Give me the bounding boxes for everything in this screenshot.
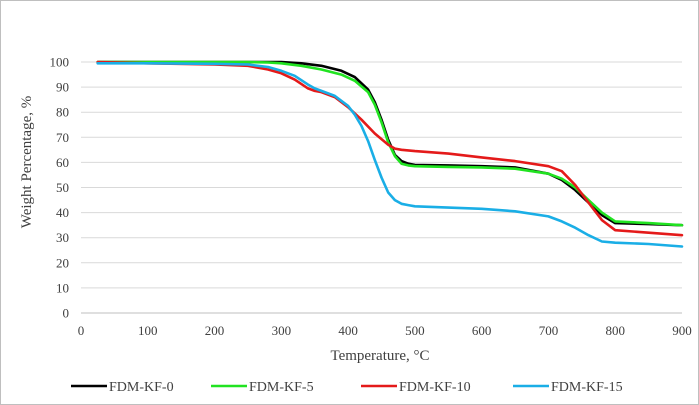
- gridlines: [81, 61, 682, 289]
- series-line-fdm-kf-10: [96, 60, 684, 237]
- x-tick-label: 700: [539, 323, 559, 338]
- x-axis-title: Temperature, °C: [330, 348, 429, 364]
- y-tick-label: 70: [56, 130, 69, 145]
- x-tick-label: 100: [138, 323, 158, 338]
- legend-label: FDM-KF-15: [551, 380, 623, 395]
- x-tick-label: 500: [405, 323, 425, 338]
- y-tick-label: 100: [50, 55, 70, 70]
- y-tick-label: 80: [56, 105, 69, 120]
- series-line-fdm-kf-15: [96, 62, 684, 248]
- tick-labels: 0 10 20 30 40 50 60 70 80 90 100 0 100 200 300 400 500 60…: [50, 55, 692, 339]
- x-tick-label: 400: [338, 323, 358, 338]
- y-tick-label: 0: [63, 306, 70, 321]
- x-tick-label: 200: [205, 323, 225, 338]
- y-tick-label: 60: [56, 155, 69, 170]
- legend-label: FDM-KF-10: [399, 380, 471, 395]
- y-axis-title: Weight Percentage, %: [19, 96, 35, 229]
- y-tick-label: 90: [56, 80, 69, 95]
- x-tick-label: 800: [605, 323, 625, 338]
- legend-label: FDM-KF-5: [249, 380, 314, 395]
- legend-label: FDM-KF-0: [109, 380, 174, 395]
- x-tick-label: 300: [272, 323, 292, 338]
- y-tick-label: 10: [56, 280, 69, 295]
- y-tick-label: 50: [56, 180, 69, 195]
- legend: FDM-KF-0 FDM-KF-5 FDM-KF-10 FDM-KF-15: [71, 380, 623, 395]
- series-line-fdm-kf-5: [96, 60, 684, 227]
- plot-series: [96, 60, 684, 248]
- y-tick-label: 30: [56, 230, 69, 245]
- y-tick-label: 20: [56, 255, 69, 270]
- x-tick-label: 900: [672, 323, 692, 338]
- x-tick-label: 600: [472, 323, 492, 338]
- y-tick-label: 40: [56, 205, 69, 220]
- x-tick-label: 0: [78, 323, 85, 338]
